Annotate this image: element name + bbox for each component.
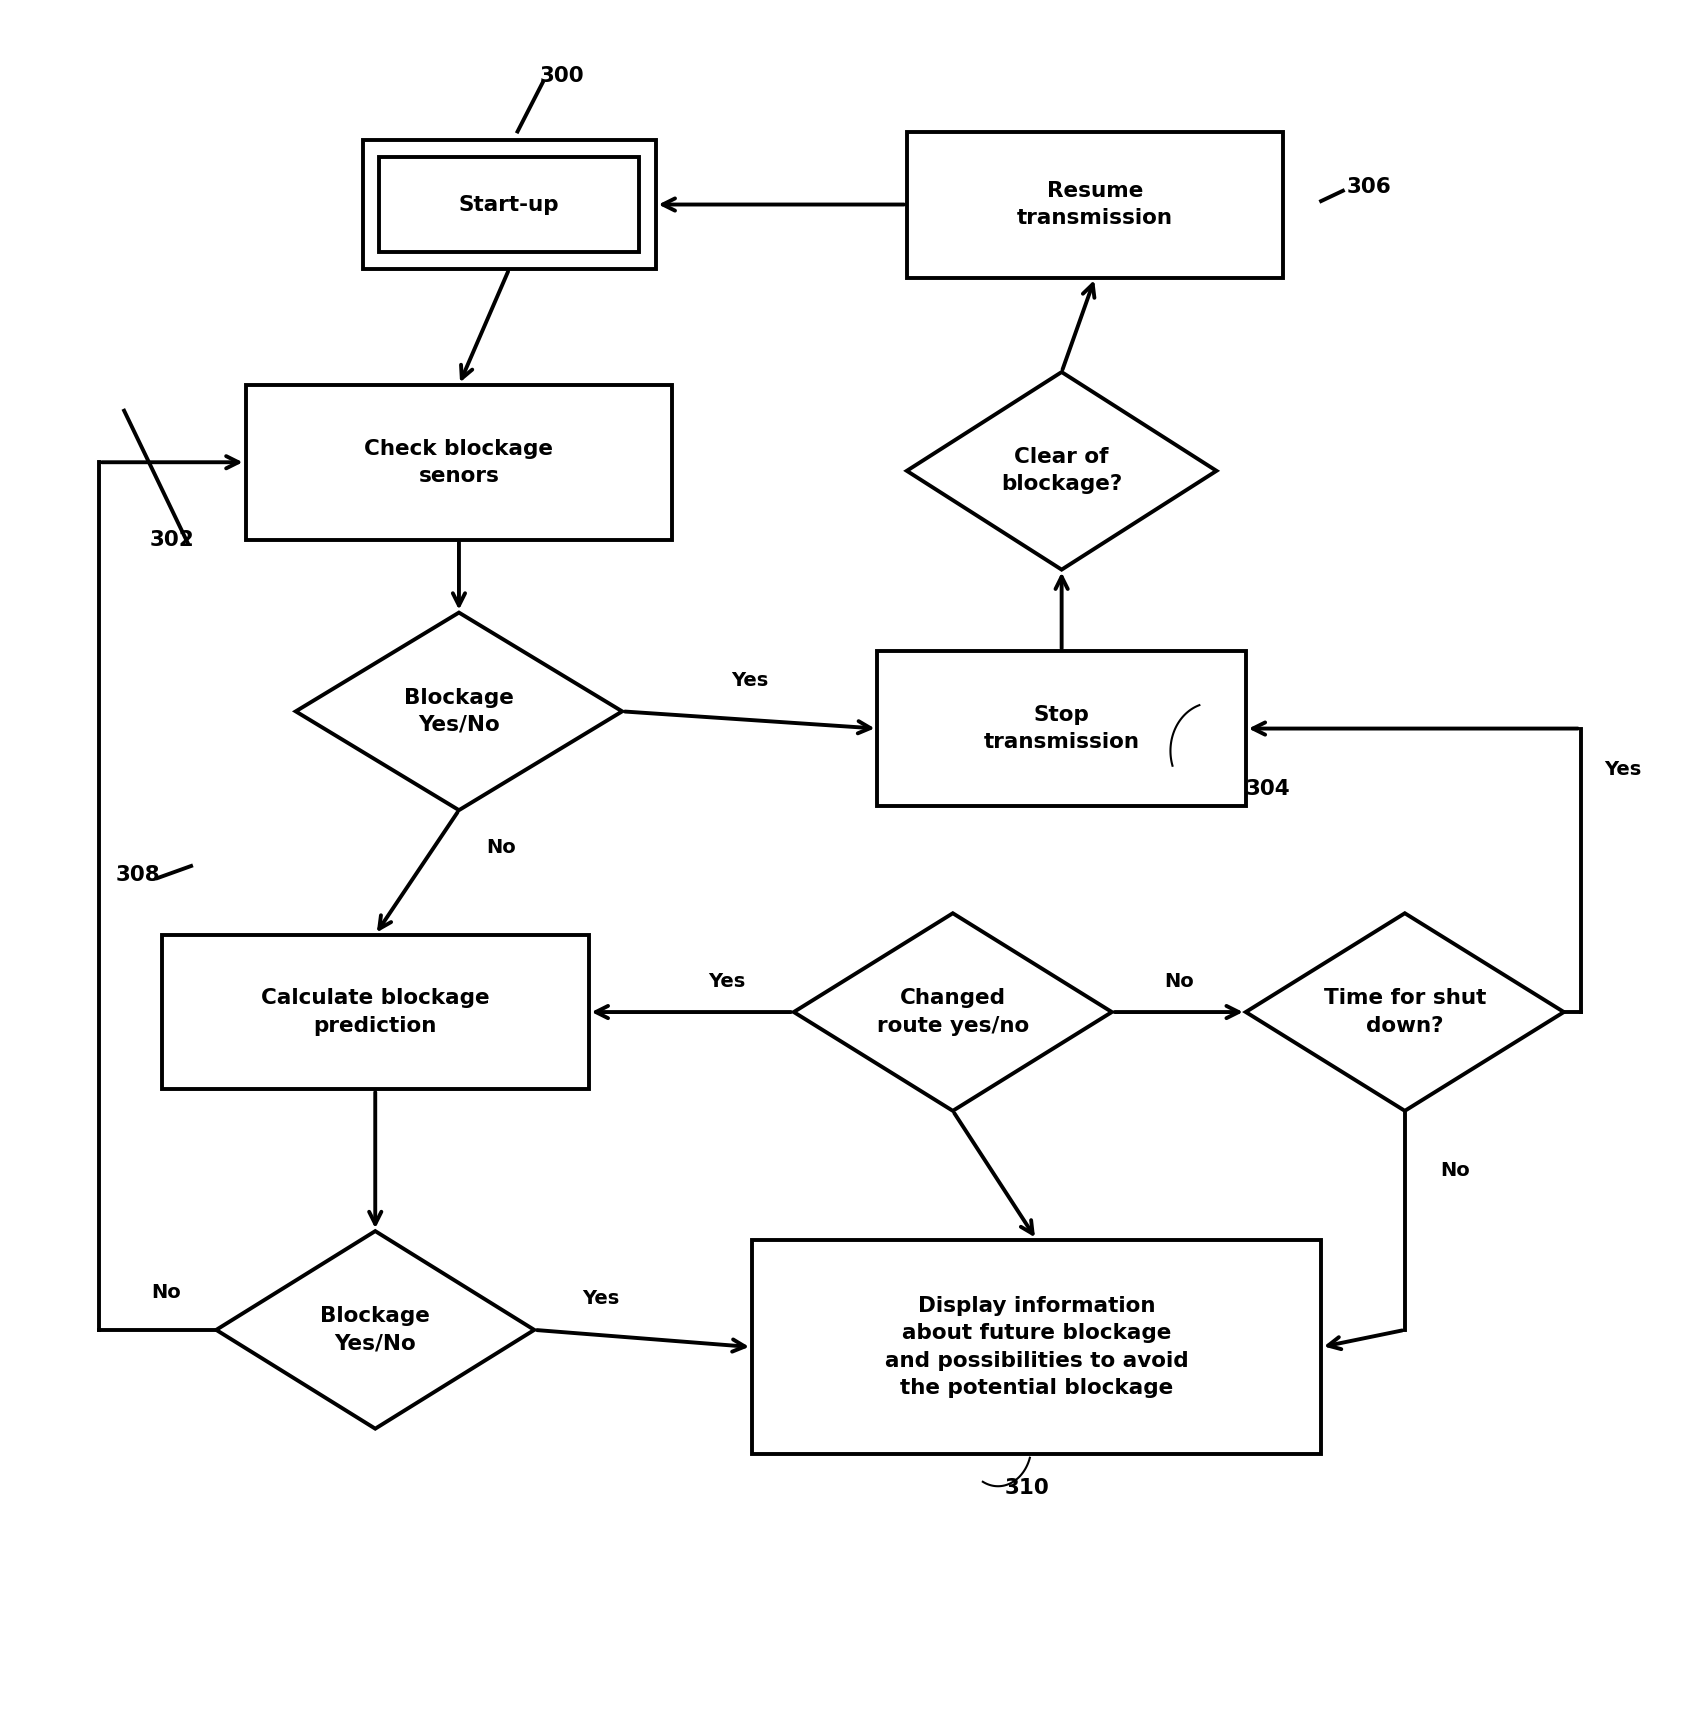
Polygon shape — [793, 913, 1112, 1110]
Polygon shape — [295, 613, 623, 811]
Text: 302: 302 — [149, 530, 194, 549]
Text: Stop
transmission: Stop transmission — [984, 705, 1139, 752]
Text: Blockage
Yes/No: Blockage Yes/No — [321, 1306, 430, 1353]
Bar — [245, 385, 672, 540]
Text: Blockage
Yes/No: Blockage Yes/No — [403, 688, 513, 734]
Bar — [363, 140, 655, 268]
Text: Time for shut
down?: Time for shut down? — [1323, 989, 1485, 1036]
Text: Changed
route yes/no: Changed route yes/no — [876, 989, 1030, 1036]
Bar — [906, 132, 1283, 277]
Text: 300: 300 — [538, 66, 584, 85]
Polygon shape — [216, 1231, 535, 1429]
Polygon shape — [906, 372, 1217, 570]
Text: Calculate blockage
prediction: Calculate blockage prediction — [262, 989, 490, 1036]
Bar — [878, 651, 1246, 805]
Text: Display information
about future blockage
and possibilities to avoid
the potenti: Display information about future blockag… — [885, 1296, 1188, 1398]
Text: 304: 304 — [1246, 779, 1290, 798]
Text: No: No — [152, 1283, 181, 1301]
Text: 306: 306 — [1347, 177, 1391, 197]
Bar — [380, 158, 640, 251]
Text: Check blockage
senors: Check blockage senors — [365, 438, 554, 487]
Text: No: No — [1440, 1162, 1470, 1181]
Text: Resume
transmission: Resume transmission — [1018, 180, 1173, 229]
Text: 308: 308 — [116, 864, 160, 885]
Text: No: No — [486, 838, 515, 857]
Text: Yes: Yes — [1604, 760, 1641, 779]
Bar — [751, 1240, 1322, 1455]
Text: Yes: Yes — [582, 1289, 619, 1308]
Text: Clear of
blockage?: Clear of blockage? — [1001, 447, 1123, 494]
Text: Yes: Yes — [731, 670, 768, 689]
Bar — [162, 935, 589, 1089]
Polygon shape — [1246, 913, 1563, 1110]
Text: Start-up: Start-up — [459, 194, 559, 215]
Text: No: No — [1165, 972, 1193, 991]
Text: Yes: Yes — [709, 972, 746, 991]
Text: 310: 310 — [1004, 1477, 1050, 1498]
